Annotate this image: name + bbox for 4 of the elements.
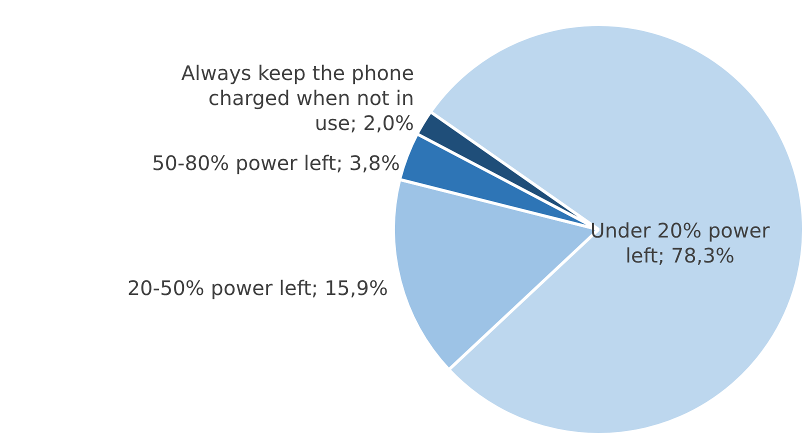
slice-label: Under 20% power left; 78,3% xyxy=(590,218,771,268)
slice-label: 50-80% power left; 3,8% xyxy=(152,151,400,176)
slice-label: 20-50% power left; 15,9% xyxy=(127,276,388,300)
slice-label: Always keep the phone charged when not in use; 2,0% xyxy=(181,61,414,136)
